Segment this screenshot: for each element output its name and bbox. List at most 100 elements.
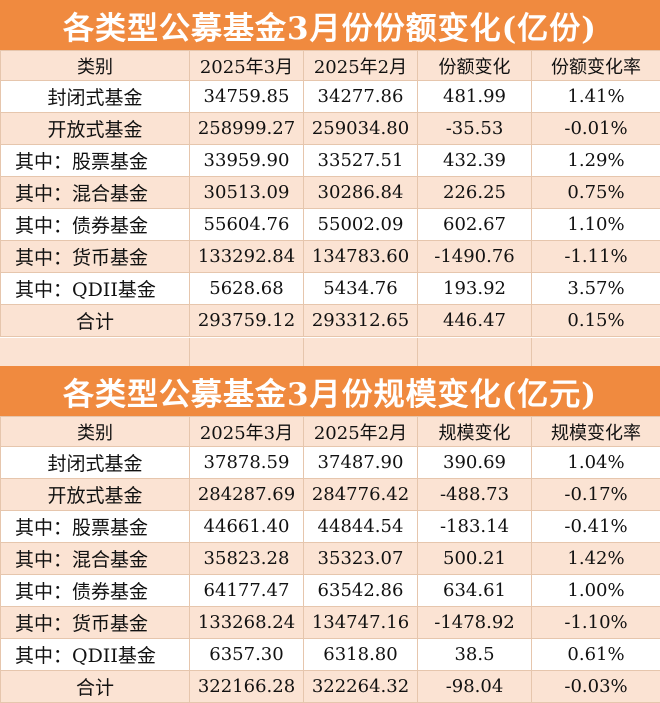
cell-rate: -0.41% [532,511,660,543]
scale-section: 各类型公募基金3月份规模变化(亿元) 类别 2025年3月 2025年2月 规模… [0,366,660,703]
row-label: 其中：债券基金 [1,209,190,241]
table-row: 其中：QDII基金 6357.30 6318.80 38.5 0.61% [1,639,660,671]
spacer-band [0,338,660,366]
table-row: 其中：股票基金 33959.90 33527.51 432.39 1.29% [1,145,660,177]
divider [417,338,418,366]
row-label: 合计 [1,305,190,337]
table-total-row: 合计 293759.12 293312.65 446.47 0.15% [1,305,660,337]
cell-change: 432.39 [418,145,532,177]
header-feb: 2025年2月 [304,417,418,447]
cell-mar: 37878.59 [190,447,304,479]
header-category: 类别 [1,51,190,81]
cell-mar: 34759.85 [190,81,304,113]
table-row: 其中：混合基金 30513.09 30286.84 226.25 0.75% [1,177,660,209]
cell-feb: 35323.07 [304,543,418,575]
cell-change: 38.5 [418,639,532,671]
table-header-row: 类别 2025年3月 2025年2月 规模变化 规模变化率 [1,417,660,447]
cell-feb: 55002.09 [304,209,418,241]
cell-feb: 5434.76 [304,273,418,305]
table-row: 封闭式基金 37878.59 37487.90 390.69 1.04% [1,447,660,479]
cell-mar: 33959.90 [190,145,304,177]
cell-rate: 0.61% [532,639,660,671]
cell-change: -183.14 [418,511,532,543]
row-label: 封闭式基金 [1,447,190,479]
cell-feb: 33527.51 [304,145,418,177]
row-label: 其中：混合基金 [1,177,190,209]
cell-rate: 1.04% [532,447,660,479]
cell-change: 481.99 [418,81,532,113]
cell-mar: 35823.28 [190,543,304,575]
cell-feb: 259034.80 [304,113,418,145]
cell-feb: 44844.54 [304,511,418,543]
table-row: 其中：债券基金 55604.76 55002.09 602.67 1.10% [1,209,660,241]
header-change-rate: 份额变化率 [532,51,660,81]
table-row: 其中：QDII基金 5628.68 5434.76 193.92 3.57% [1,273,660,305]
cell-change: 602.67 [418,209,532,241]
header-feb: 2025年2月 [304,51,418,81]
table-header-row: 类别 2025年3月 2025年2月 份额变化 份额变化率 [1,51,660,81]
cell-mar: 5628.68 [190,273,304,305]
header-change: 规模变化 [418,417,532,447]
row-label: 其中：债券基金 [1,575,190,607]
row-label: 开放式基金 [1,113,190,145]
cell-change: 446.47 [418,305,532,337]
scale-table-title: 各类型公募基金3月份规模变化(亿元) [0,366,660,416]
table-row: 封闭式基金 34759.85 34277.86 481.99 1.41% [1,81,660,113]
cell-change: -488.73 [418,479,532,511]
cell-change: 634.61 [418,575,532,607]
share-section: 各类型公募基金3月份份额变化(亿份) 类别 2025年3月 2025年2月 份额… [0,0,660,337]
share-table: 类别 2025年3月 2025年2月 份额变化 份额变化率 封闭式基金 3475… [0,50,660,337]
cell-change: 226.25 [418,177,532,209]
cell-rate: 1.42% [532,543,660,575]
cell-rate: 1.10% [532,209,660,241]
cell-rate: 1.41% [532,81,660,113]
row-label: 其中：货币基金 [1,607,190,639]
row-label: 其中：货币基金 [1,241,190,273]
cell-change: -35.53 [418,113,532,145]
cell-mar: 258999.27 [190,113,304,145]
divider [303,338,304,366]
row-label: 合计 [1,671,190,703]
cell-mar: 133292.84 [190,241,304,273]
header-mar: 2025年3月 [190,417,304,447]
cell-change: -1490.76 [418,241,532,273]
cell-change: 390.69 [418,447,532,479]
cell-rate: -0.01% [532,113,660,145]
header-category: 类别 [1,417,190,447]
cell-feb: 284776.42 [304,479,418,511]
cell-mar: 44661.40 [190,511,304,543]
cell-rate: 0.15% [532,305,660,337]
cell-rate: 1.29% [532,145,660,177]
scale-table: 类别 2025年3月 2025年2月 规模变化 规模变化率 封闭式基金 3787… [0,416,660,703]
table-row: 其中：货币基金 133292.84 134783.60 -1490.76 -1.… [1,241,660,273]
cell-rate: 0.75% [532,177,660,209]
cell-feb: 30286.84 [304,177,418,209]
cell-rate: -1.11% [532,241,660,273]
divider [531,338,532,366]
cell-rate: -1.10% [532,607,660,639]
share-table-title: 各类型公募基金3月份份额变化(亿份) [0,0,660,50]
cell-feb: 34277.86 [304,81,418,113]
cell-mar: 64177.47 [190,575,304,607]
cell-feb: 134747.16 [304,607,418,639]
table-row: 其中：混合基金 35823.28 35323.07 500.21 1.42% [1,543,660,575]
row-label: 其中：QDII基金 [1,639,190,671]
cell-feb: 322264.32 [304,671,418,703]
row-label: 其中：股票基金 [1,511,190,543]
cell-feb: 63542.86 [304,575,418,607]
cell-rate: 3.57% [532,273,660,305]
table-row: 其中：股票基金 44661.40 44844.54 -183.14 -0.41% [1,511,660,543]
row-label: 其中：混合基金 [1,543,190,575]
cell-mar: 322166.28 [190,671,304,703]
table-row: 其中：债券基金 64177.47 63542.86 634.61 1.00% [1,575,660,607]
table-total-row: 合计 322166.28 322264.32 -98.04 -0.03% [1,671,660,703]
cell-feb: 134783.60 [304,241,418,273]
cell-rate: 1.00% [532,575,660,607]
header-mar: 2025年3月 [190,51,304,81]
divider [189,338,190,366]
cell-mar: 55604.76 [190,209,304,241]
cell-mar: 30513.09 [190,177,304,209]
row-label: 其中：QDII基金 [1,273,190,305]
cell-change: 193.92 [418,273,532,305]
cell-change: 500.21 [418,543,532,575]
